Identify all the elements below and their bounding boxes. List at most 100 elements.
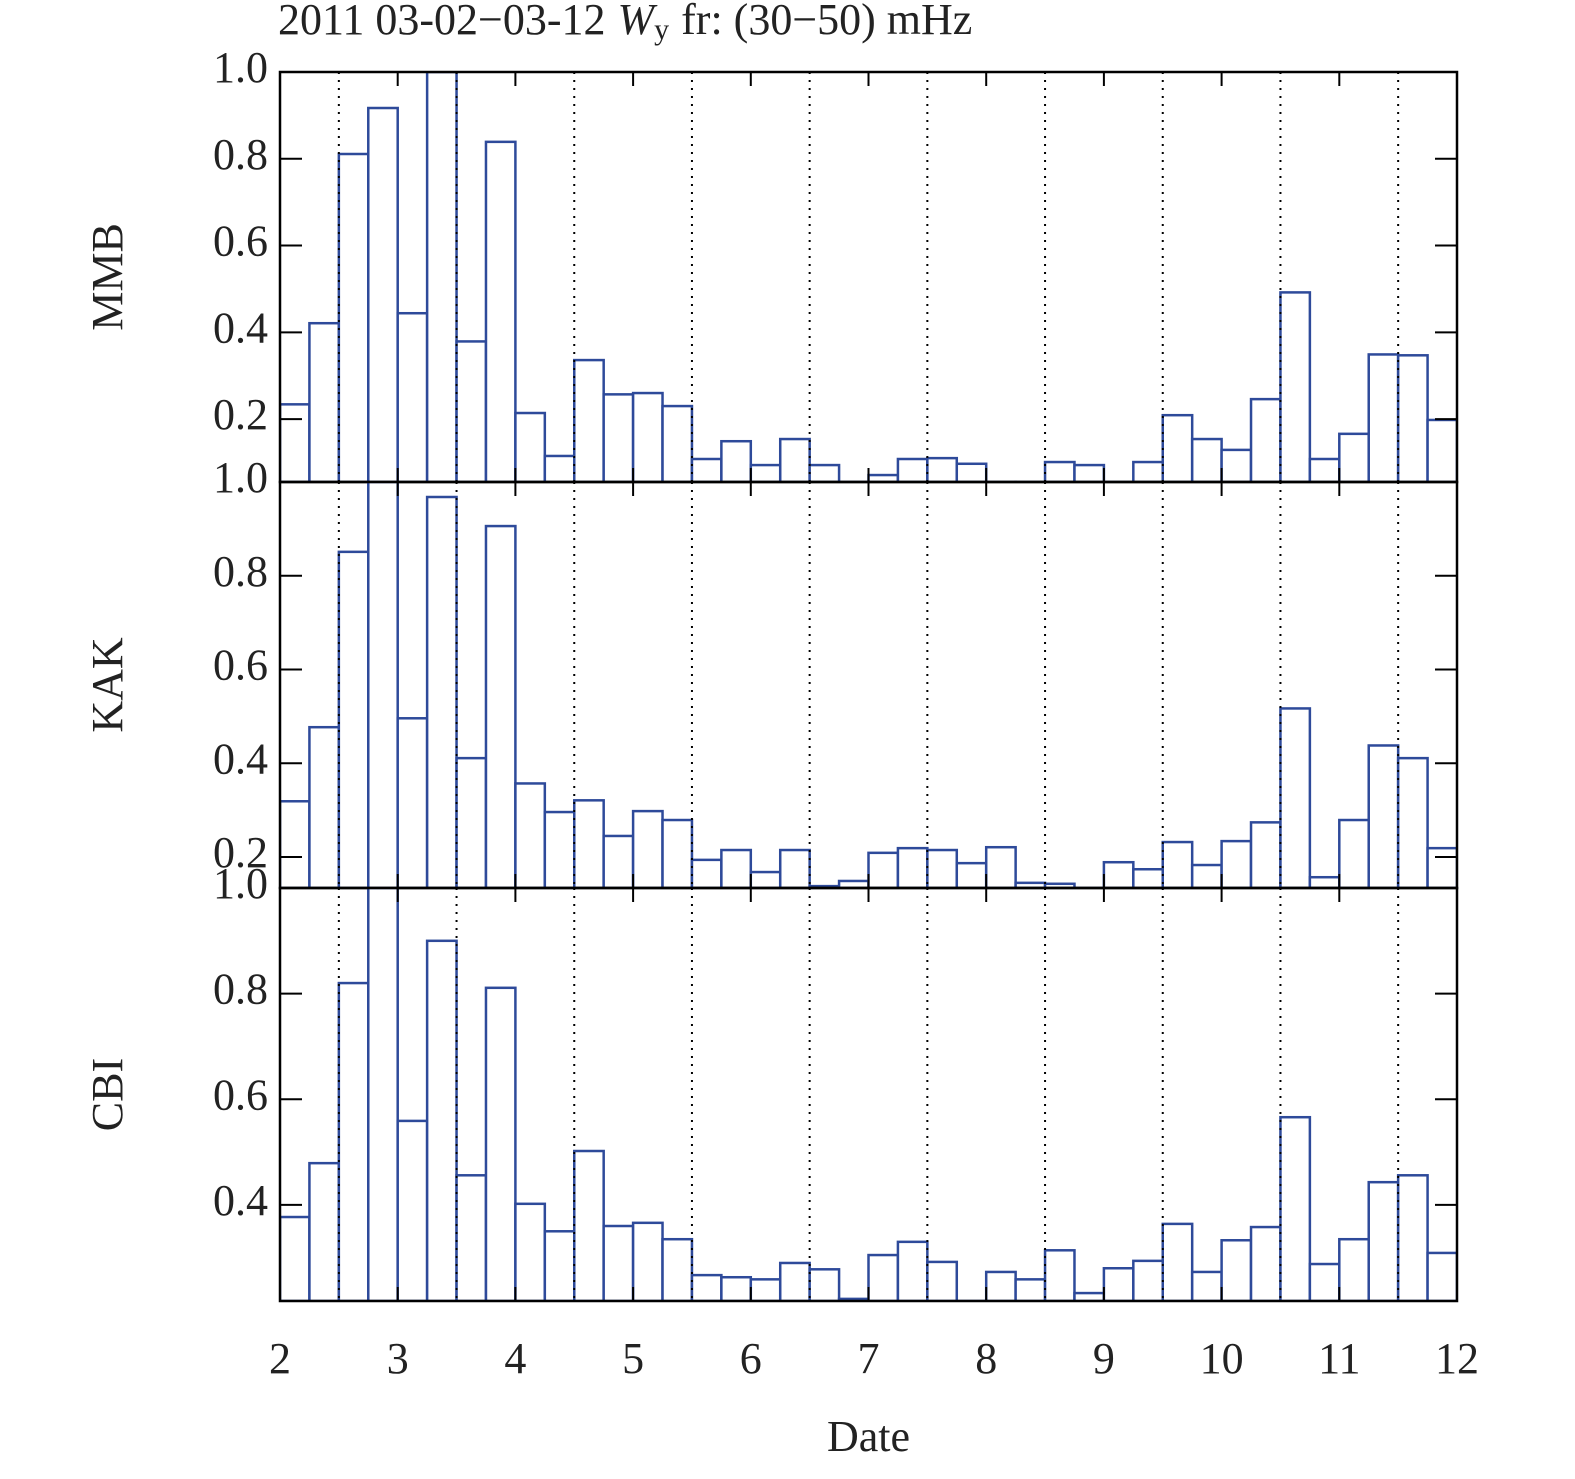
bar	[661, 818, 694, 888]
plot-area	[280, 482, 1457, 888]
title-subscript: y	[654, 13, 669, 46]
bar	[1308, 457, 1341, 482]
bar	[367, 888, 399, 1301]
bar	[1426, 1251, 1457, 1301]
bar	[661, 1237, 694, 1301]
bar	[1043, 1249, 1076, 1301]
bar	[631, 391, 664, 482]
bar	[280, 800, 311, 888]
bar	[720, 848, 753, 888]
bar	[1073, 463, 1106, 482]
bar	[396, 1119, 429, 1301]
bar	[308, 321, 341, 482]
bar	[896, 1240, 929, 1301]
bar	[308, 1161, 341, 1301]
bar	[720, 1275, 753, 1301]
bar	[1161, 840, 1194, 888]
bar	[955, 861, 988, 888]
bar	[1190, 863, 1223, 888]
x-tick-label: 8	[975, 1334, 997, 1383]
bar	[455, 1174, 488, 1301]
bar	[926, 456, 959, 482]
bar	[1161, 1222, 1194, 1301]
bar	[984, 1270, 1017, 1301]
bar	[1132, 867, 1164, 888]
plot-area	[280, 72, 1457, 482]
bar	[926, 848, 959, 888]
bar	[308, 725, 341, 888]
bar	[867, 851, 900, 888]
bar	[573, 1149, 605, 1301]
bar	[1132, 1259, 1164, 1301]
x-tick-label: 3	[387, 1334, 409, 1383]
x-tick-label: 4	[504, 1334, 526, 1383]
bar	[1338, 432, 1370, 482]
bar	[1102, 1267, 1135, 1301]
bar	[425, 495, 458, 888]
bar	[1396, 756, 1429, 888]
bar	[690, 1273, 723, 1301]
bar	[1279, 291, 1312, 482]
bar	[778, 848, 811, 888]
x-tick-label: 5	[622, 1334, 644, 1383]
bar	[367, 482, 399, 888]
x-tick-label: 9	[1093, 1334, 1115, 1383]
y-tick-label: 0.6	[213, 641, 268, 690]
bar	[1161, 413, 1194, 482]
bar	[337, 550, 370, 888]
bar	[808, 463, 841, 482]
bar	[661, 404, 694, 482]
bar	[337, 152, 370, 482]
bar	[778, 437, 811, 482]
bar	[778, 1261, 811, 1301]
bar	[749, 1278, 782, 1301]
title-text: fr: (30−50) mHz	[681, 0, 972, 44]
bar	[543, 454, 576, 482]
bar	[573, 358, 605, 482]
bar	[1279, 707, 1312, 888]
bar	[1249, 397, 1282, 482]
bar	[690, 457, 723, 482]
y-tick-label: 0.8	[213, 130, 268, 179]
bar	[484, 986, 517, 1301]
y-tick-label: 1.0	[213, 43, 268, 92]
bar	[1396, 354, 1429, 482]
y-tick-label: 0.6	[213, 1070, 268, 1119]
bar	[955, 462, 988, 482]
bar	[1043, 460, 1076, 482]
bar	[514, 1202, 547, 1301]
bar	[867, 1253, 900, 1301]
bar	[1426, 418, 1457, 482]
title-text: 2011 03-02−03-12	[278, 0, 606, 44]
bar	[896, 846, 929, 888]
y-tick-label: 0.6	[213, 217, 268, 266]
bar	[749, 870, 782, 888]
bar	[1249, 1225, 1282, 1301]
bar	[631, 809, 664, 888]
bar	[367, 106, 399, 482]
bar	[808, 1268, 841, 1301]
bar	[543, 1230, 576, 1301]
bar	[280, 1215, 311, 1301]
chart-title: 2011 03-02−03-12 Wy fr: (30−50) mHz	[278, 0, 972, 46]
bar	[280, 403, 311, 482]
bar	[631, 1221, 664, 1301]
x-tick-label: 6	[740, 1334, 762, 1383]
bar	[1190, 437, 1223, 482]
bar	[543, 810, 576, 888]
y-tick-label: 0.4	[213, 734, 268, 783]
y-tick-label: 0.4	[213, 303, 268, 352]
bar	[1220, 448, 1253, 482]
bar	[1426, 846, 1457, 888]
bar	[573, 799, 605, 888]
bar	[396, 717, 429, 888]
y-tick-label: 1.0	[213, 859, 268, 908]
bar	[1338, 818, 1370, 888]
bar	[602, 393, 635, 482]
bar	[1220, 839, 1253, 888]
y-axis-label: MMB	[83, 223, 132, 331]
bar	[514, 782, 547, 888]
bar	[1308, 875, 1341, 888]
y-tick-label: 0.8	[213, 547, 268, 596]
